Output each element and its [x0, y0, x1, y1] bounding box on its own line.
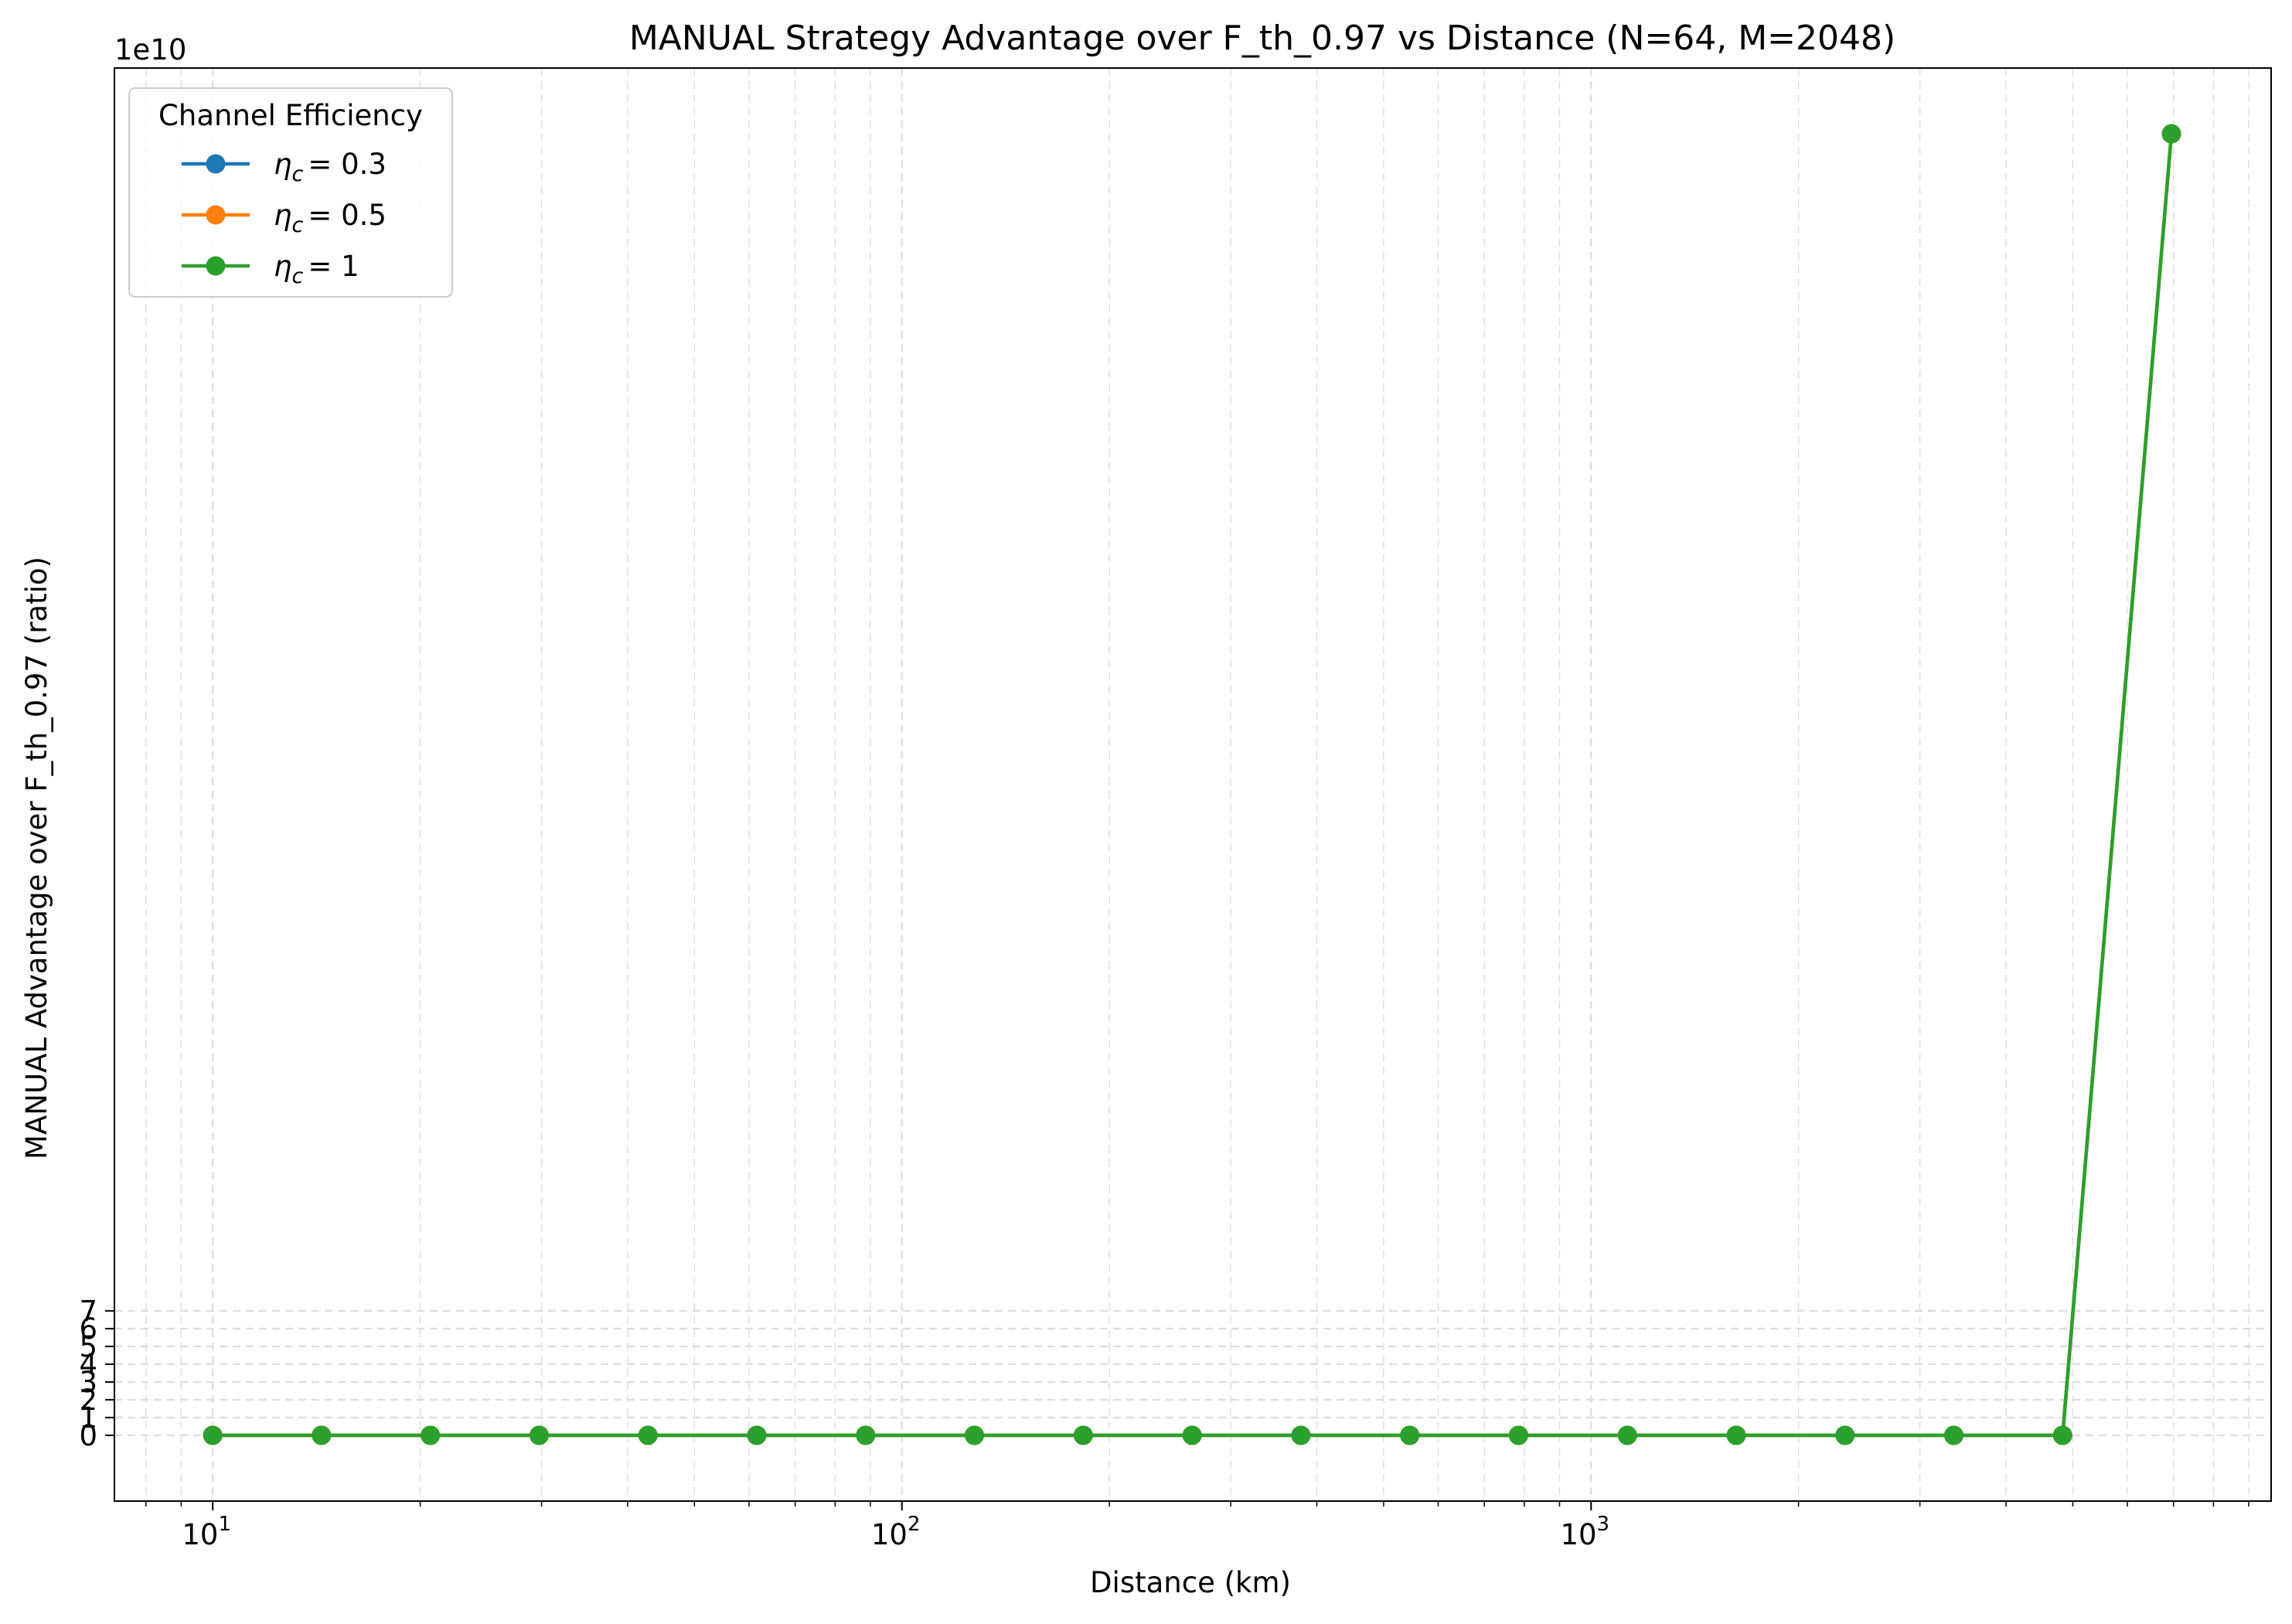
legend-label-value: = 0.5	[308, 199, 387, 232]
data-point	[1508, 1425, 1528, 1445]
data-point	[964, 1425, 984, 1445]
legend-entry: ηc = 0.3	[182, 148, 387, 186]
x-tick-label-exponent: 1	[218, 1513, 231, 1536]
legend-label: ηc = 1	[274, 250, 359, 288]
legend-label-subscript: c	[291, 264, 303, 288]
data-point	[1617, 1425, 1637, 1445]
x-tick-label-exponent: 3	[1597, 1513, 1610, 1536]
data-point	[1726, 1425, 1746, 1445]
data-point	[1291, 1425, 1311, 1445]
x-tick-label: 102	[871, 1513, 921, 1551]
legend-marker	[206, 205, 226, 225]
y-tick-label: 2	[79, 1384, 97, 1417]
y-tick-label: 3	[79, 1366, 97, 1399]
data-point	[2161, 124, 2181, 144]
data-point	[1835, 1425, 1855, 1445]
data-point	[421, 1425, 441, 1445]
x-axis-label: Distance (km)	[1090, 1566, 1291, 1599]
y-tick-label: 6	[79, 1312, 97, 1346]
data-point	[1944, 1425, 1964, 1445]
data-point	[203, 1425, 223, 1445]
legend-label-symbol: η	[274, 199, 291, 232]
y-tick-label: 0	[79, 1419, 97, 1452]
y-tick-label: 7	[79, 1295, 97, 1328]
data-point	[747, 1425, 767, 1445]
data-point	[1073, 1425, 1093, 1445]
legend: Channel Efficiency ηc = 0.3ηc = 0.5ηc = 1	[128, 87, 453, 298]
series-layer	[203, 124, 2181, 1445]
y-tick-label: 4	[79, 1348, 97, 1381]
data-point	[1400, 1425, 1420, 1445]
legend-label-subscript: c	[291, 213, 303, 237]
y-tick-label: 1	[79, 1401, 97, 1435]
y-axis-multiplier: 1e10	[114, 33, 186, 66]
legend-label: ηc = 0.3	[274, 148, 387, 186]
data-point	[529, 1425, 549, 1445]
legend-label-symbol: η	[274, 250, 291, 283]
chart-title: MANUAL Strategy Advantage over F_th_0.97…	[629, 19, 1895, 58]
legend-title: Channel Efficiency	[158, 99, 423, 132]
data-point	[638, 1425, 658, 1445]
x-tick-label-exponent: 2	[908, 1513, 921, 1536]
data-point	[2052, 1425, 2072, 1445]
data-point	[1182, 1425, 1202, 1445]
legend-label-value: = 0.3	[308, 148, 387, 181]
legend-marker	[206, 256, 226, 276]
legend-label-value: = 1	[308, 250, 359, 283]
y-axis-label: MANUAL Advantage over F_th_0.97 (ratio)	[20, 557, 53, 1159]
legend-label: ηc = 0.5	[274, 199, 387, 237]
series-3	[203, 124, 2181, 1445]
legend-entry: ηc = 0.5	[182, 199, 387, 237]
plot-frame	[114, 67, 2272, 1502]
data-point	[312, 1425, 332, 1445]
legend-label-symbol: η	[274, 148, 291, 181]
y-tick-label: 5	[79, 1330, 97, 1364]
legend-entry: ηc = 1	[182, 250, 359, 288]
data-point	[856, 1425, 876, 1445]
legend-marker	[206, 154, 226, 174]
legend-frame	[128, 87, 453, 298]
legend-label-subscript: c	[291, 162, 303, 186]
legend-entries: ηc = 0.3ηc = 0.5ηc = 1	[182, 148, 387, 288]
